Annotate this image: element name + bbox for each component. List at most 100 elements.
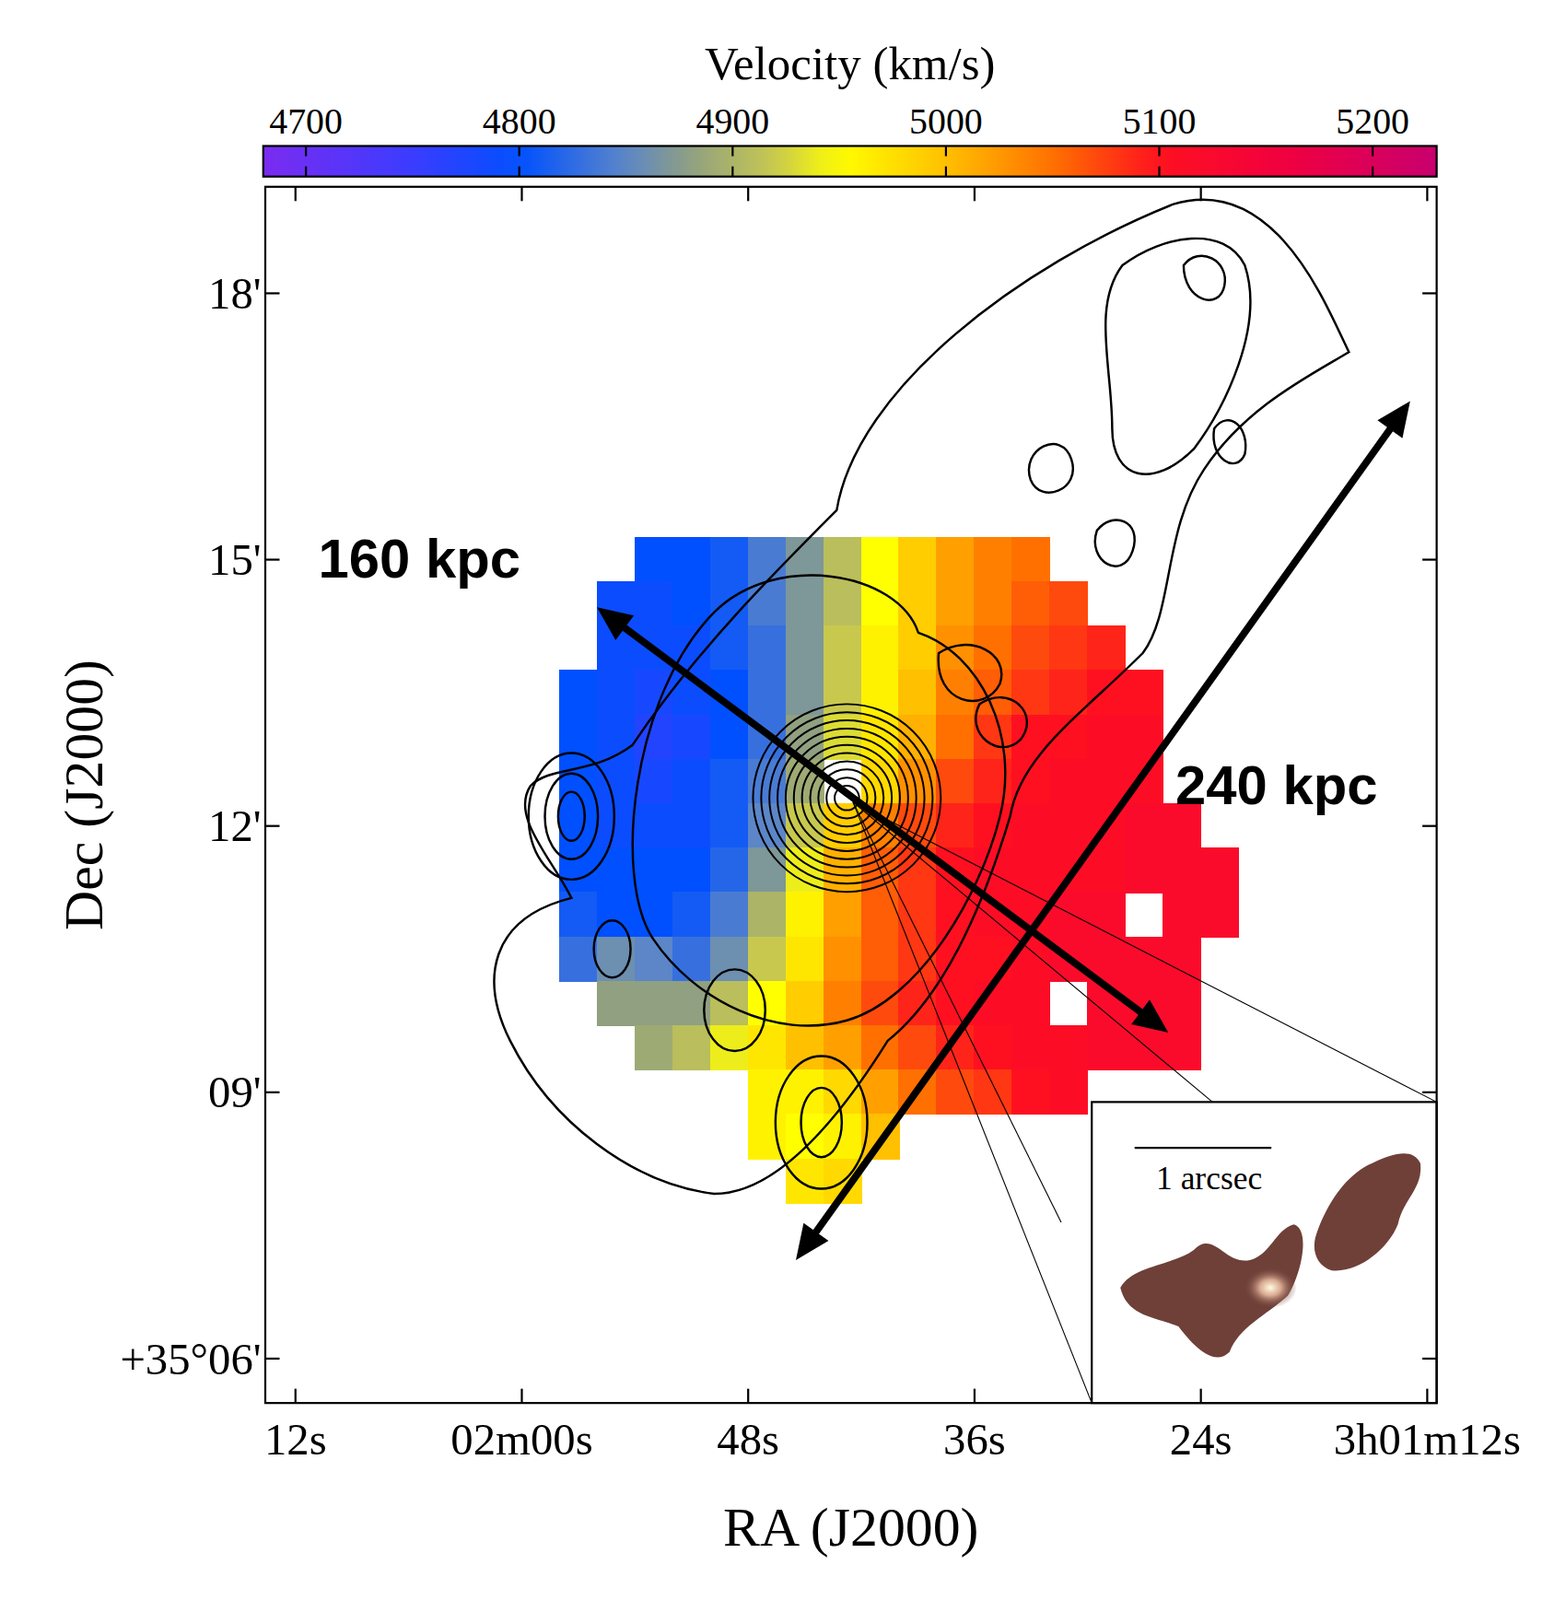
velocity-cell: [861, 891, 900, 937]
velocity-cell: [823, 981, 863, 1027]
velocity-cell: [710, 936, 749, 982]
velocity-cell: [823, 1069, 863, 1115]
colorbar-tick-label: 5000: [909, 100, 983, 142]
x-tick-label: 36s: [943, 1414, 1006, 1465]
colorbar-tick: [731, 166, 734, 177]
velocity-cell: [672, 1025, 712, 1071]
scale-arrow: [596, 607, 1169, 1033]
velocity-cell: [823, 891, 863, 937]
annotation: 160 kpc: [318, 527, 521, 590]
velocity-cell: [596, 981, 636, 1027]
velocity-cell: [710, 981, 749, 1027]
velocity-cell: [785, 625, 825, 671]
velocity-cell: [785, 581, 825, 627]
velocity-cell: [747, 891, 787, 937]
velocity-cell: [1086, 625, 1126, 671]
contour: [703, 969, 765, 1052]
inset-frame: [1091, 1101, 1437, 1403]
colorbar-tick: [731, 145, 734, 156]
contour: [769, 720, 924, 876]
velocity-cell: [596, 759, 636, 805]
velocity-cell: [634, 803, 674, 849]
colorbar-tick: [1371, 166, 1374, 177]
velocity-cell: [634, 981, 674, 1027]
y-tick-label: 09': [208, 1067, 262, 1118]
velocity-cell: [861, 1025, 900, 1071]
contour: [1095, 520, 1135, 567]
velocity-cell: [973, 714, 1013, 760]
figure: 1 arcsec12s02m00s48s36s24s3h01m12s+35°06…: [0, 0, 1554, 1600]
velocity-cell: [1011, 1025, 1051, 1071]
colorbar-title: Velocity (km/s): [704, 37, 995, 90]
velocity-cell: [747, 581, 787, 627]
velocity-cell: [596, 803, 636, 849]
velocity-cell: [1049, 759, 1088, 805]
contour: [528, 753, 615, 880]
x-tick-label: 02m00s: [450, 1414, 593, 1465]
x-tick: [1425, 186, 1428, 202]
velocity-cell: [1011, 803, 1051, 849]
velocity-cell: [634, 714, 674, 760]
arrow-head: [795, 1223, 829, 1261]
arrow-head: [596, 607, 634, 641]
colorbar-tick-label: 4700: [268, 100, 343, 142]
velocity-cell: [823, 625, 863, 671]
colorbar-bar: [263, 145, 1438, 176]
contour: [1105, 238, 1251, 475]
colorbar-tick: [304, 166, 307, 177]
axes: 12s02m00s48s36s24s3h01m12s+35°06'09'12'1…: [53, 186, 1521, 1558]
velocity-cell: [710, 537, 749, 583]
velocity-cell: [823, 581, 863, 627]
contour: [975, 697, 1028, 748]
colorbar-tick: [945, 166, 947, 177]
y-tick-label: 18': [208, 268, 262, 319]
velocity-cell: [1200, 847, 1239, 893]
velocity-cell: [747, 847, 787, 893]
velocity-cell: [898, 981, 937, 1027]
y-tick: [1422, 825, 1438, 828]
x-tick: [294, 186, 297, 202]
velocity-cell: [1124, 803, 1164, 849]
velocity-cell: [559, 669, 598, 715]
x-tick-label: 12s: [264, 1414, 328, 1465]
velocity-cell: [973, 1069, 1013, 1115]
velocity-cell: [973, 1025, 1013, 1071]
y-axis-title: Dec (J2000): [53, 659, 115, 931]
velocity-cell: [710, 625, 749, 671]
zoom-line: [852, 802, 1062, 1223]
x-tick: [973, 186, 976, 202]
velocity-cell: [634, 847, 674, 893]
velocity-cell: [1011, 1069, 1051, 1115]
velocity-cell: [1011, 625, 1051, 671]
inset-galaxy: [1314, 1153, 1421, 1271]
velocity-cell: [1086, 1025, 1126, 1071]
y-tick: [265, 292, 281, 294]
velocity-cell: [935, 714, 975, 760]
velocity-cell: [710, 847, 749, 893]
velocity-cell: [672, 847, 712, 893]
contour: [1183, 256, 1226, 301]
velocity-cell: [861, 537, 900, 583]
inset-core: [1243, 1267, 1297, 1309]
x-tick-label: 48s: [716, 1414, 780, 1465]
velocity-cell: [710, 759, 749, 805]
contour: [794, 745, 900, 852]
colorbar-tick: [1157, 166, 1160, 177]
velocity-cell: [1086, 759, 1126, 805]
velocity-cell: [935, 625, 975, 671]
velocity-cell: [1162, 1025, 1202, 1071]
velocity-cell: [861, 936, 900, 982]
colorbar-tick: [304, 145, 307, 156]
velocity-cell: [634, 669, 674, 715]
y-tick-label: 15': [208, 535, 262, 585]
velocity-cell: [596, 847, 636, 893]
contour: [752, 703, 941, 892]
velocity-cell: [596, 669, 636, 715]
velocity-cell: [672, 581, 712, 627]
contour: [545, 773, 599, 860]
velocity-cell: [1086, 714, 1126, 760]
y-tick: [1422, 292, 1438, 294]
velocity-cell: [747, 1025, 787, 1071]
contour: [760, 712, 933, 884]
velocity-cell: [747, 936, 787, 982]
